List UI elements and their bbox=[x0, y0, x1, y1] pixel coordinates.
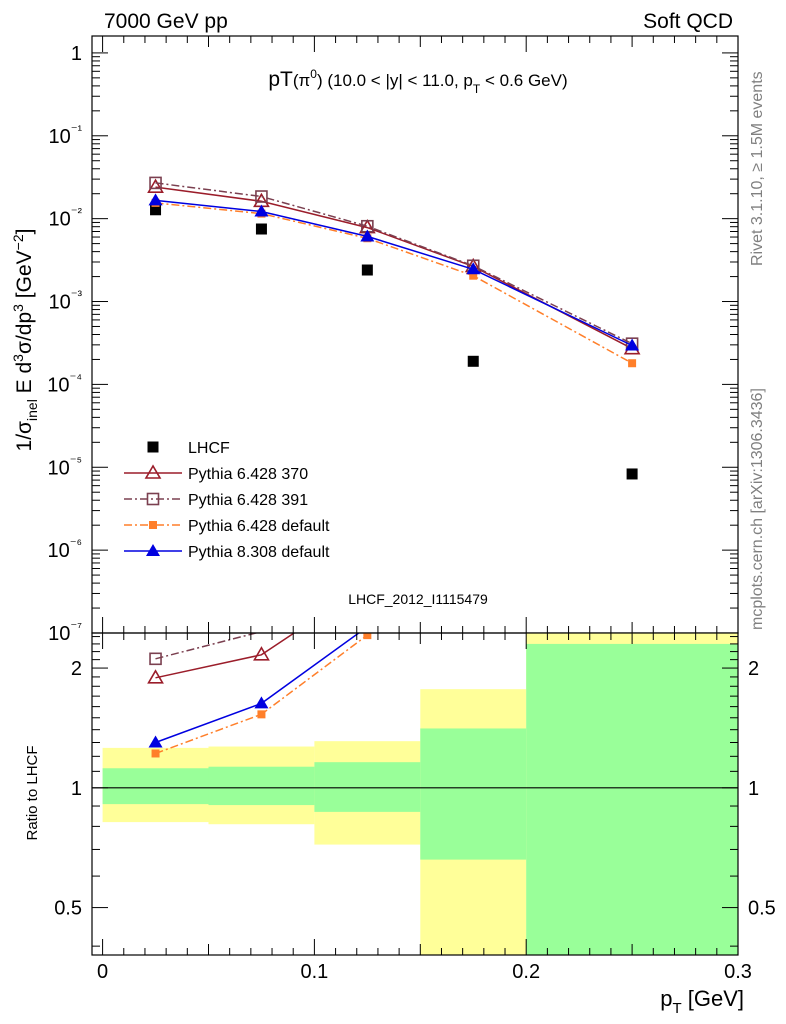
ratio-line bbox=[155, 633, 259, 660]
ratio-y-tick-label-right: 2 bbox=[748, 658, 759, 680]
data-point bbox=[625, 338, 640, 351]
legend-label: Pythia 6.428 391 bbox=[188, 492, 308, 509]
data-point bbox=[361, 264, 373, 276]
series-line bbox=[155, 202, 633, 364]
data-point bbox=[254, 204, 269, 217]
ratio-panel: 0.5 0.5 1 1 2 2 0 0.1 0.2 0.3 Ratio to LHCF pT [G… bbox=[24, 632, 776, 1017]
ratio-series-2 bbox=[151, 633, 372, 758]
data-point bbox=[360, 229, 375, 242]
series-1 bbox=[147, 178, 641, 355]
ratio-point bbox=[253, 646, 270, 661]
data-point bbox=[150, 204, 162, 216]
y-tick-label: 10⁻³ bbox=[49, 288, 83, 314]
uncertainty-band-inner bbox=[102, 768, 209, 805]
ratio-content bbox=[92, 633, 738, 955]
main-title: pT(π0) (10.0 < |y| < 11.0, pT < 0.6 GeV) bbox=[268, 67, 567, 96]
series-line bbox=[155, 186, 633, 350]
ratio-marks bbox=[92, 633, 738, 955]
legend-marker bbox=[144, 464, 162, 479]
ratio-point bbox=[257, 710, 266, 719]
uncertainty-band-inner bbox=[314, 762, 421, 812]
legend-marker bbox=[149, 521, 157, 529]
uncertainty-band-inner bbox=[526, 643, 738, 955]
ratio-frame bbox=[91, 632, 739, 956]
legend-item-0: LHCF bbox=[147, 440, 230, 457]
series-line bbox=[155, 182, 633, 345]
legend-item-2: Pythia 6.428 391 bbox=[124, 492, 308, 509]
uncertainty-band-inner bbox=[420, 728, 527, 860]
legend-item-3: Pythia 6.428 default bbox=[124, 518, 330, 535]
ratio-y-axis-label: Ratio to LHCF bbox=[24, 745, 41, 840]
ratio-y-tick-label: 0.5 bbox=[54, 898, 82, 920]
legend-marker bbox=[146, 492, 160, 506]
legend-item-1: Pythia 6.428 370 bbox=[124, 464, 308, 483]
data-point bbox=[628, 359, 637, 368]
x-tick-label: 0.1 bbox=[300, 961, 328, 983]
data-point bbox=[626, 468, 638, 480]
header-right: Soft QCD bbox=[643, 10, 733, 33]
y-tick-label: 10⁻² bbox=[49, 205, 83, 231]
y-tick-label: 1 bbox=[71, 43, 82, 65]
ratio-y-tick-label-right: 0.5 bbox=[748, 898, 776, 920]
ratio-point bbox=[363, 633, 372, 640]
y-tick-label: 10⁻⁴ bbox=[47, 370, 82, 396]
data-point bbox=[255, 223, 267, 235]
ratio-axes: 0.5 0.5 1 1 2 2 0 0.1 0.2 0.3 bbox=[54, 633, 776, 983]
ratio-point bbox=[148, 735, 163, 748]
x-tick-label: 0 bbox=[97, 961, 108, 983]
ratio-point bbox=[151, 749, 160, 758]
series-0 bbox=[150, 204, 638, 480]
legend-label: Pythia 8.308 default bbox=[188, 544, 330, 561]
header-left: 7000 GeV pp bbox=[104, 10, 228, 33]
ratio-series-0 bbox=[147, 633, 296, 684]
y-tick-label: 10⁻¹ bbox=[49, 122, 83, 148]
y-tick-label: 10⁻⁵ bbox=[47, 453, 82, 479]
legend-label: LHCF bbox=[188, 440, 230, 457]
series-4 bbox=[148, 193, 640, 351]
data-point bbox=[466, 262, 481, 275]
data-point bbox=[149, 176, 162, 190]
data-point bbox=[469, 271, 478, 280]
y-tick-label: 10⁻⁶ bbox=[48, 536, 82, 562]
x-tick-label: 0.3 bbox=[724, 961, 752, 983]
main-marks bbox=[147, 176, 641, 480]
ratio-point bbox=[254, 696, 269, 709]
ratio-y-tick-label-right: 1 bbox=[748, 778, 759, 800]
x-tick-label: 0.2 bbox=[512, 961, 540, 983]
legend-label: Pythia 6.428 370 bbox=[188, 466, 308, 483]
x-axis-label: pT [GeV] bbox=[660, 986, 744, 1017]
legend: LHCF Pythia 6.428 370 Pythia 6.428 391 Pyth… bbox=[124, 440, 330, 561]
data-point bbox=[467, 355, 479, 367]
series-3 bbox=[151, 198, 637, 368]
rivet-note: Rivet 3.1.10, ≥ 1.5M events bbox=[749, 71, 766, 266]
ratio-line bbox=[155, 633, 361, 744]
ratio-point bbox=[147, 669, 164, 684]
analysis-label: LHCF_2012_I1115479 bbox=[348, 591, 488, 607]
legend-label: Pythia 6.428 default bbox=[188, 518, 330, 535]
main-panel: 10⁻⁷ 10⁻⁶ 10⁻⁵ 10⁻⁴ 10⁻³ 10⁻² 10⁻¹ 1 pT(π0) (10… bbox=[10, 35, 739, 645]
y-tick-label: 10⁻⁷ bbox=[48, 619, 82, 645]
legend-marker bbox=[146, 544, 160, 556]
ratio-series-1 bbox=[149, 633, 259, 666]
ratio-y-tick-label: 2 bbox=[71, 658, 82, 680]
ratio-line bbox=[155, 633, 296, 679]
ratio-series-3 bbox=[148, 633, 361, 748]
legend-item-4: Pythia 8.308 default bbox=[124, 544, 330, 561]
ratio-y-tick-label: 1 bbox=[71, 778, 82, 800]
mcplots-note: mcplots.cern.ch [arXiv:1306.3436] bbox=[749, 388, 766, 630]
data-point bbox=[147, 178, 164, 193]
uncertainty-band-inner bbox=[208, 766, 315, 806]
data-point bbox=[255, 190, 268, 203]
main-y-axis-label: 1/σinel E d3σ/dp3 [GeV−2] bbox=[10, 229, 40, 452]
series-2 bbox=[149, 176, 639, 350]
ratio-point bbox=[149, 652, 162, 666]
data-point bbox=[148, 193, 163, 206]
legend-marker bbox=[147, 441, 159, 453]
